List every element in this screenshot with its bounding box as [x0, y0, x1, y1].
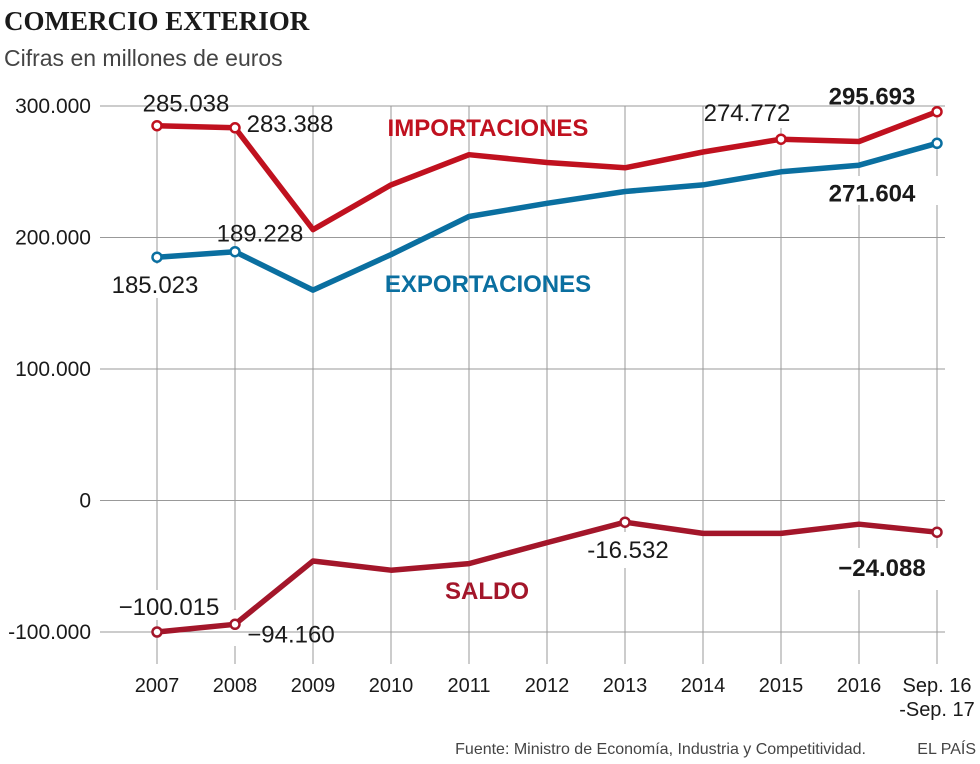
exportaciones-data-label: 185.023: [112, 272, 199, 299]
series-markers: [151, 105, 943, 638]
saldo-series-label: SALDO: [445, 578, 529, 605]
importaciones-series-label: IMPORTACIONES: [388, 115, 589, 142]
credit-label: EL PAÍS: [917, 739, 976, 758]
saldo-marker: [931, 526, 943, 538]
y-tick-label: -100.000: [8, 621, 91, 644]
saldo-data-label: −100.015: [119, 594, 220, 621]
x-tick-label: -Sep. 17: [899, 699, 975, 721]
x-tick-label: 2016: [837, 675, 882, 697]
y-axis-ticks: 300.000 200.000 100.000 0 -100.000: [8, 95, 91, 644]
saldo-marker: [151, 626, 163, 638]
grid: [100, 105, 945, 664]
importaciones-marker: [229, 122, 241, 134]
importaciones-data-label: 283.388: [247, 111, 334, 138]
series-labels: IMPORTACIONES EXPORTACIONES SALDO: [385, 115, 591, 605]
exportaciones-marker: [151, 251, 163, 263]
y-tick-label: 0: [79, 490, 91, 513]
saldo-marker: [619, 516, 631, 528]
importaciones-data-label: 285.038: [143, 91, 230, 118]
exportaciones-data-label: 189.228: [217, 221, 304, 248]
x-tick-label: 2012: [525, 675, 570, 697]
x-tick-label: 2013: [603, 675, 648, 697]
series-lines: [154, 108, 940, 635]
chart-subtitle: Cifras en millones de euros: [4, 45, 283, 71]
saldo-data-label: −94.160: [247, 621, 334, 648]
chart-title: COMERCIO EXTERIOR: [4, 6, 310, 36]
importaciones-marker: [775, 133, 787, 145]
importaciones-marker: [931, 105, 943, 118]
exportaciones-marker: [931, 137, 943, 150]
exportaciones-marker: [229, 245, 241, 258]
x-tick-label: 2008: [213, 675, 258, 697]
data-labels: 285.038 283.388 274.772 295.693 185.023 189.2…: [112, 84, 926, 649]
x-tick-label: 2010: [369, 675, 414, 697]
saldo-line: [154, 519, 940, 635]
y-tick-label: 300.000: [15, 95, 91, 118]
y-tick-label: 200.000: [15, 227, 91, 250]
exportaciones-series-label: EXPORTACIONES: [385, 271, 591, 298]
x-tick-label: Sep. 16: [903, 675, 972, 697]
source-note: Fuente: Ministro de Economía, Industria …: [455, 741, 866, 758]
importaciones-marker: [151, 119, 163, 132]
x-tick-label: 2014: [681, 675, 726, 697]
importaciones-data-label: 274.772: [704, 100, 791, 127]
x-tick-label: 2009: [291, 675, 336, 697]
x-axis-ticks: 2007 2008 2009 2010 2011 2012 2013 2014 2015 2016…: [135, 675, 975, 721]
exportaciones-line: [154, 140, 940, 293]
saldo-marker: [229, 618, 241, 631]
saldo-data-label: -16.532: [587, 537, 668, 564]
exportaciones-data-label: 271.604: [829, 180, 916, 207]
x-tick-label: 2007: [135, 675, 180, 697]
importaciones-data-label: 295.693: [829, 84, 916, 111]
y-tick-label: 100.000: [15, 358, 91, 381]
x-tick-label: 2011: [447, 675, 490, 697]
saldo-data-label: −24.088: [838, 555, 925, 582]
x-tick-label: 2015: [759, 675, 804, 697]
importaciones-line: [154, 108, 940, 233]
